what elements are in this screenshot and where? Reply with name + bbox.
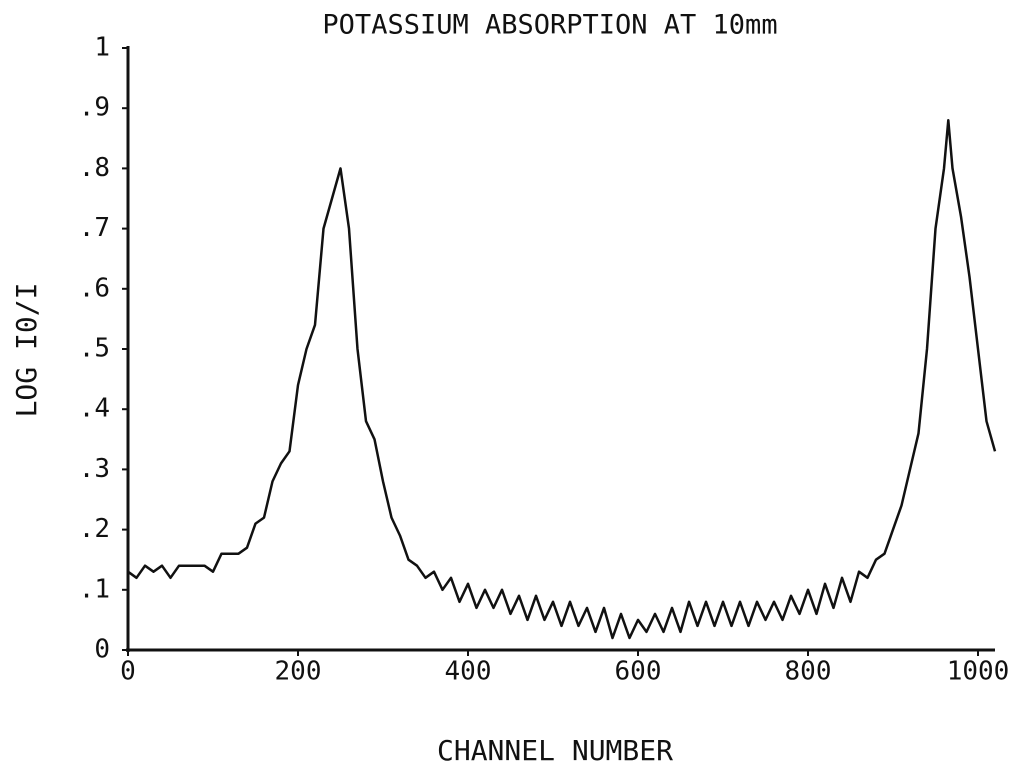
y-tick-label: 1: [94, 33, 110, 63]
data-line: [127, 118, 997, 640]
x-tick-label: 800: [785, 657, 832, 687]
y-tick-label: .8: [79, 153, 110, 183]
y-tick-label: 0: [94, 635, 110, 665]
x-tick-label: 600: [615, 657, 662, 687]
y-tick-label: .2: [79, 514, 110, 544]
y-tick-label: .9: [79, 93, 110, 123]
y-tick-label: .3: [79, 454, 110, 484]
x-tick-label: 1000: [947, 657, 1010, 687]
y-tick-label: .7: [79, 213, 110, 243]
x-tick-label: 0: [120, 657, 136, 687]
chart-title: POTASSIUM ABSORPTION AT 10mm: [322, 10, 777, 41]
y-tick-label: .6: [79, 273, 110, 303]
y-tick-label: .4: [79, 394, 110, 424]
x-tick-label: 200: [275, 657, 322, 687]
y-tick-label: .5: [79, 334, 110, 364]
x-tick-label: 400: [445, 657, 492, 687]
y-tick-label: .1: [79, 574, 110, 604]
x-axis-label: CHANNEL NUMBER: [437, 734, 673, 767]
y-axis-label: LOG I0/I: [10, 283, 43, 418]
